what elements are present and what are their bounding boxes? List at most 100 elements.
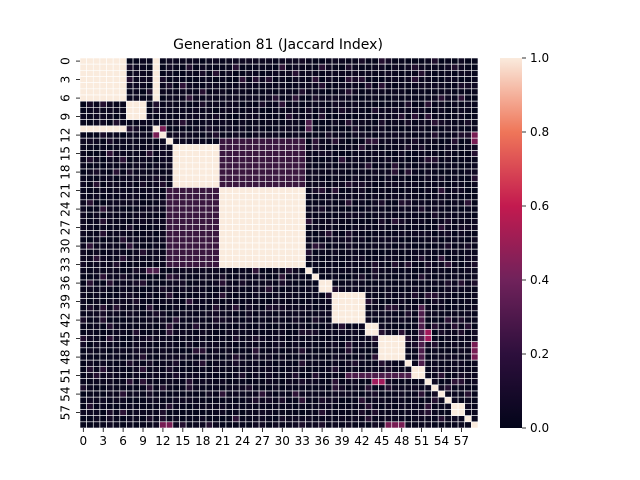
heatmap-cell (92, 372, 101, 379)
heatmap-cell (471, 292, 479, 299)
heatmap-cell (464, 119, 472, 127)
heatmap-cell (398, 211, 406, 219)
heatmap-cell (457, 162, 466, 170)
heatmap-cell (265, 205, 273, 213)
heatmap-cell (232, 205, 240, 213)
heatmap-cell (86, 298, 94, 305)
heatmap-cell (338, 366, 346, 373)
heatmap-cell (185, 421, 194, 429)
heatmap-cell (384, 168, 393, 176)
heatmap-cell (272, 107, 280, 114)
heatmap-cell (245, 181, 253, 188)
heatmap-cell (119, 57, 127, 65)
heatmap-cell (126, 378, 134, 386)
heatmap-cell (404, 174, 412, 182)
heatmap-cell (331, 236, 339, 244)
heatmap-cell (265, 322, 273, 330)
heatmap-cell (179, 316, 187, 324)
heatmap-cell (179, 205, 187, 213)
heatmap-cell (79, 211, 87, 219)
heatmap-cell (437, 267, 446, 275)
heatmap-cell (351, 224, 359, 231)
heatmap-cell (338, 100, 346, 108)
y-tick-label: 18 (59, 164, 73, 179)
heatmap-cell (212, 409, 220, 416)
heatmap-cell (245, 285, 253, 293)
heatmap-cell (126, 273, 134, 281)
heatmap-cell (139, 144, 147, 151)
heatmap-cell (457, 150, 466, 157)
heatmap-cell (139, 107, 147, 114)
heatmap-cell (112, 181, 121, 188)
heatmap-cell (238, 390, 247, 398)
heatmap-cell (272, 156, 280, 164)
heatmap-cell (457, 329, 466, 336)
heatmap-cell (384, 94, 393, 102)
heatmap-cell (391, 57, 399, 65)
heatmap-cell (139, 261, 147, 268)
heatmap-cell (464, 88, 472, 96)
heatmap-cell (411, 322, 419, 330)
heatmap-cell (345, 292, 353, 299)
heatmap-cell (411, 76, 419, 83)
heatmap-cell (404, 211, 412, 219)
heatmap-cell (437, 292, 446, 299)
heatmap-cell (391, 76, 399, 83)
heatmap-cell (457, 211, 466, 219)
heatmap-cell (404, 113, 412, 120)
heatmap-cell (265, 211, 273, 219)
heatmap-cell (298, 174, 306, 182)
heatmap-cell (338, 279, 346, 287)
heatmap-cell (119, 162, 127, 170)
heatmap-cell (245, 174, 253, 182)
heatmap-cell (132, 187, 141, 194)
heatmap-cell (457, 255, 466, 262)
heatmap-cell (139, 298, 147, 305)
heatmap-cell (351, 193, 359, 201)
heatmap-cell (417, 409, 426, 416)
heatmap-cell (291, 285, 300, 293)
heatmap-cell (245, 304, 253, 312)
heatmap-cell (92, 341, 101, 349)
heatmap-cell (86, 205, 94, 213)
heatmap-cell (119, 137, 127, 145)
heatmap-cell (112, 279, 121, 287)
heatmap-cell (364, 347, 373, 355)
heatmap-cell (417, 63, 426, 71)
heatmap-cell (358, 372, 366, 379)
heatmap-cell (258, 70, 267, 77)
heatmap-cell (258, 119, 267, 127)
heatmap-cell (404, 205, 412, 213)
heatmap-cell (212, 372, 220, 379)
heatmap-cell (192, 341, 200, 349)
heatmap-cell (444, 119, 452, 127)
heatmap-cell (325, 273, 333, 281)
heatmap-cell (172, 304, 180, 312)
heatmap-cell (159, 181, 167, 188)
heatmap-cell (351, 322, 359, 330)
heatmap-cell (238, 144, 247, 151)
heatmap-cell (146, 409, 154, 416)
heatmap-cell (424, 285, 432, 293)
y-tick-label: 6 (59, 94, 73, 102)
y-tick-label: 9 (59, 113, 73, 121)
heatmap-cell (245, 162, 253, 170)
heatmap-cell (278, 415, 286, 423)
heatmap-cell (212, 211, 220, 219)
heatmap-cell (351, 298, 359, 305)
heatmap-cell (378, 335, 386, 342)
heatmap-cell (258, 304, 267, 312)
heatmap-cell (165, 162, 174, 170)
heatmap-cell (331, 341, 339, 349)
heatmap-cell (185, 329, 194, 336)
heatmap-cell (305, 82, 313, 90)
heatmap-cell (417, 316, 426, 324)
heatmap-cell (291, 273, 300, 281)
heatmap-cell (437, 125, 446, 133)
heatmap-cell (165, 131, 174, 139)
heatmap-cell (185, 322, 194, 330)
heatmap-cell (457, 261, 466, 268)
heatmap-cell (358, 316, 366, 324)
heatmap-cell (384, 57, 393, 65)
heatmap-cell (192, 107, 200, 114)
